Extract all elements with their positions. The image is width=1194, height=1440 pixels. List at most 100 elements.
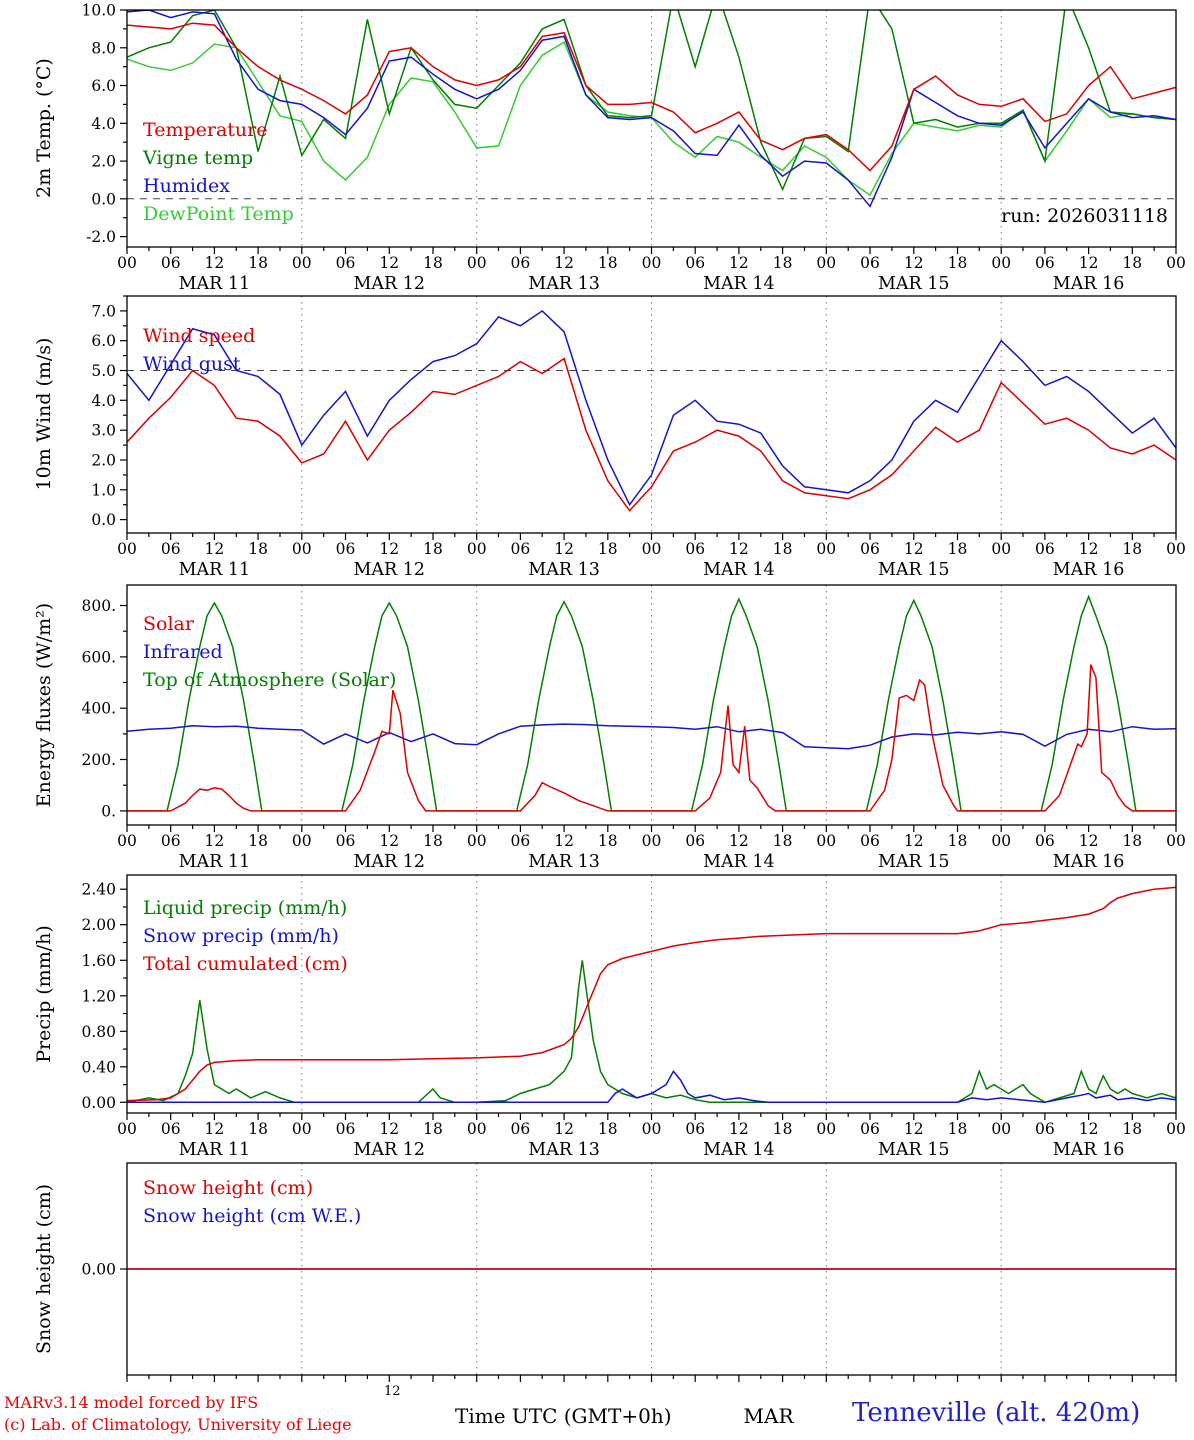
hour-tick-label: 18	[423, 1120, 443, 1138]
day-label: MAR 15	[878, 274, 950, 294]
panel-2: 7.06.05.04.03.02.01.00.000 06 12 18 00 06 12 18…	[91, 295, 1186, 580]
hour-tick-label: 06	[860, 832, 880, 850]
hour-tick-label: 12	[554, 540, 574, 558]
run-label: run: 2026031118	[1001, 205, 1168, 227]
hour-tick-label: 18	[248, 832, 268, 850]
hour-tick-label: 18	[773, 254, 793, 272]
legend-snow-panel: Snow height (cm) Snow height (cm W.E.)	[143, 1174, 361, 1230]
series-liquid-precip	[127, 960, 1176, 1104]
hour-tick-label: 12	[205, 254, 225, 272]
hour-tick-label: 00	[467, 1120, 487, 1138]
hour-tick-label: 06	[161, 832, 181, 850]
hour-tick-label: 00	[991, 254, 1011, 272]
y-tick-label: 1.60	[81, 952, 116, 970]
day-label: MAR 13	[528, 1140, 600, 1160]
y-tick-label: 3.0	[91, 422, 116, 440]
hour-tick-label: 18	[423, 540, 443, 558]
hour-tick-label: 00	[642, 254, 662, 272]
hour-tick-label: 18	[598, 832, 618, 850]
series-total-cumulated	[127, 886, 1176, 1102]
hour-tick-label: 18	[598, 1120, 618, 1138]
hour-tick-label: 18	[948, 540, 968, 558]
y-axis-label-temperature: 2m Temp. (°C)	[33, 58, 55, 198]
hour-tick-label: 00	[292, 254, 312, 272]
hour-tick-label: 12	[729, 832, 749, 850]
hour-tick-label: 06	[685, 1120, 705, 1138]
hour-tick-label: 18	[948, 1120, 968, 1138]
y-tick-label: 6.0	[91, 332, 116, 350]
hour-tick-label: 00	[292, 540, 312, 558]
series-temperature	[127, 22, 1176, 172]
hour-tick-label: 12	[554, 1120, 574, 1138]
month-label: MAR	[743, 1404, 794, 1428]
y-tick-label: 0.0	[91, 190, 116, 208]
day-label: MAR 15	[878, 852, 950, 872]
hour-tick-label: 18	[1122, 254, 1142, 272]
hour-tick-label: 06	[1035, 254, 1055, 272]
day-label: MAR 15	[878, 560, 950, 580]
series-snow-precip	[127, 1069, 1176, 1104]
y-tick-label: 1.20	[81, 987, 116, 1005]
legend-item-dewpoint-temp: DewPoint Temp	[143, 203, 294, 225]
hour-tick-label: 18	[598, 254, 618, 272]
hour-tick-label: 12	[554, 832, 574, 850]
y-axis-label-precip: Precip (mm/h)	[33, 925, 55, 1063]
hour-tick-label: 12	[379, 1120, 399, 1138]
plot-border	[126, 295, 1177, 534]
day-label: MAR 15	[878, 1140, 950, 1160]
y-tick-label: 4.0	[91, 392, 116, 410]
hour-tick-label: 00	[467, 540, 487, 558]
day-label: MAR 14	[703, 1140, 775, 1160]
legend-item-vigne-temp: Vigne temp	[143, 147, 254, 169]
series-infrared	[127, 723, 1176, 750]
hour-tick-label: 06	[511, 254, 531, 272]
hour-tick-label: 18	[773, 832, 793, 850]
hour-tick-label: 06	[860, 1120, 880, 1138]
hour-tick-label: 00	[292, 1120, 312, 1138]
hour-tick-label: 06	[161, 254, 181, 272]
y-tick-label: 1.0	[91, 481, 116, 499]
hour-tick-label: 00	[991, 832, 1011, 850]
hour-tick-label: 00	[642, 540, 662, 558]
day-label: MAR 12	[354, 274, 426, 294]
y-tick-label: -2.0	[86, 228, 116, 246]
hour-tick-label: 06	[860, 540, 880, 558]
legend-item-liquid-precip: Liquid precip (mm/h)	[143, 897, 348, 919]
hour-tick-label: 12	[1079, 540, 1099, 558]
y-tick-label: 2.0	[91, 452, 116, 470]
day-label: MAR 13	[528, 560, 600, 580]
panel-5: 0.00	[81, 1162, 1177, 1382]
page-number: 12	[384, 1384, 401, 1399]
model-credit: MARv3.14 model forced by IFS (c) Lab. of…	[4, 1392, 352, 1437]
y-tick-label: 800.	[81, 597, 116, 615]
hour-tick-label: 18	[948, 254, 968, 272]
hour-tick-label: 06	[685, 540, 705, 558]
hour-tick-label: 00	[1166, 1120, 1186, 1138]
hour-tick-label: 18	[1122, 832, 1142, 850]
day-label: MAR 16	[1053, 560, 1125, 580]
legend-item-wind-gust: Wind gust	[143, 353, 241, 375]
panel-1: 10.08.06.04.02.00.0-2.000 06 12 18 00 06 12 18 0…	[81, 2, 1185, 295]
hour-tick-label: 12	[729, 1120, 749, 1138]
day-label: MAR 11	[179, 1140, 251, 1160]
hour-tick-label: 06	[161, 1120, 181, 1138]
credit-line-2: (c) Lab. of Climatology, University of L…	[4, 1415, 352, 1435]
hour-tick-label: 06	[1035, 540, 1055, 558]
time-utc-label: Time UTC (GMT+0h)	[455, 1404, 672, 1428]
hour-tick-label: 12	[904, 832, 924, 850]
hour-tick-label: 00	[642, 832, 662, 850]
y-tick-label: 6.0	[91, 77, 116, 95]
day-label: MAR 12	[354, 560, 426, 580]
y-tick-label: 7.0	[91, 302, 116, 320]
hour-tick-label: 00	[816, 1120, 836, 1138]
hour-tick-label: 12	[205, 832, 225, 850]
credit-line-1: MARv3.14 model forced by IFS	[4, 1393, 259, 1412]
hour-tick-label: 06	[860, 254, 880, 272]
hour-tick-label: 00	[991, 540, 1011, 558]
y-tick-label: 400.	[81, 700, 116, 718]
hour-tick-label: 00	[117, 832, 137, 850]
day-label: MAR 11	[179, 274, 251, 294]
series-wind-gust	[127, 309, 1176, 507]
